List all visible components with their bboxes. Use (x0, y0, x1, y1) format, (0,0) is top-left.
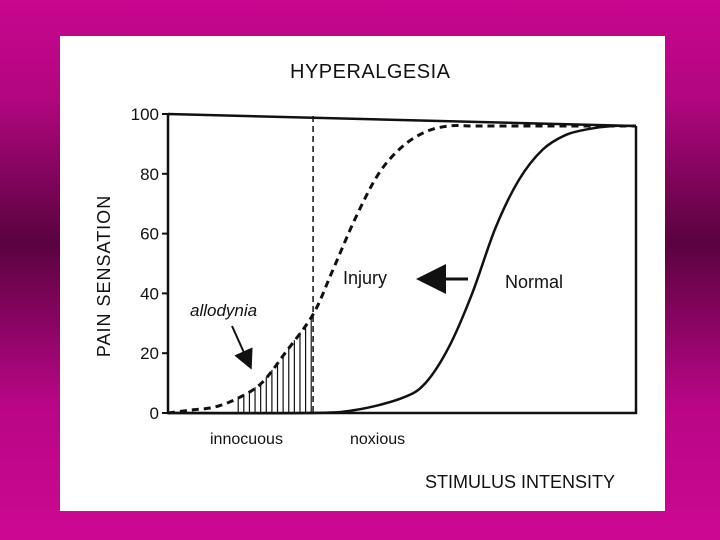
injury-label: Injury (343, 268, 387, 288)
x-axis-label: STIMULUS INTENSITY (425, 472, 615, 492)
y-tick-label: 100 (131, 105, 159, 124)
y-tick-label: 40 (140, 284, 159, 303)
series-normal-line (167, 124, 637, 415)
allodynia-label: allodynia (190, 301, 257, 320)
y-tick-label: 0 (150, 404, 159, 423)
y-tick-label: 20 (140, 344, 159, 363)
chart-title: HYPERALGESIA (290, 61, 451, 83)
y-axis-label: PAIN SENSATION (94, 195, 114, 357)
series-injury-line (167, 124, 636, 415)
y-tick-label: 60 (140, 225, 159, 244)
allodynia-arrow (231, 325, 253, 370)
normal-label: Normal (505, 272, 563, 292)
region-innocuous: innocuous (210, 431, 283, 448)
chart-panel: HYPERALGESIA PAIN SENSATION STIMULUS INT… (60, 36, 665, 511)
plot-frame (166, 112, 638, 415)
y-ticks: 100 80 60 40 20 0 (131, 105, 168, 423)
y-tick-label: 80 (140, 165, 159, 184)
allodynia-hatch (237, 316, 312, 413)
hyperalgesia-chart: HYPERALGESIA PAIN SENSATION STIMULUS INT… (94, 61, 638, 492)
region-noxious: noxious (350, 431, 405, 448)
